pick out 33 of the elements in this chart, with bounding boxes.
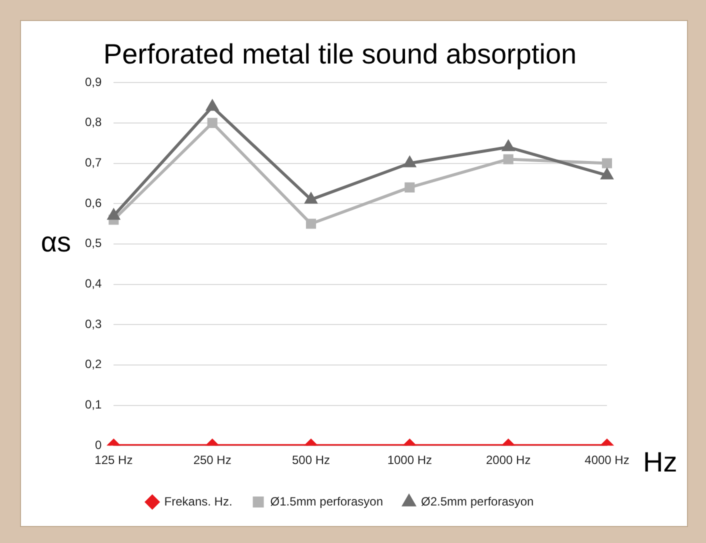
point	[305, 193, 317, 204]
chart-title: Perforated metal tile sound absorption	[103, 38, 577, 70]
point	[108, 209, 120, 220]
point	[503, 154, 514, 164]
point	[601, 168, 613, 180]
point	[207, 118, 218, 128]
y-tick-label: 0,2	[84, 357, 102, 372]
x-axis-title: Hz	[643, 446, 678, 478]
y-tick-label: 0,5	[84, 236, 102, 250]
y-axis-title: αs	[40, 226, 71, 258]
y-tick-label: 0,6	[84, 196, 102, 210]
x-tick-label: 250 Hz	[193, 453, 232, 468]
point	[404, 182, 415, 192]
y-tick-label: 0,4	[84, 276, 102, 291]
y-tick-label: 0,1	[84, 398, 102, 412]
y-tick-label: 0	[94, 438, 102, 452]
y-tick-label: 0,8	[84, 115, 102, 130]
x-tick-label: 1000 Hz	[387, 453, 432, 468]
point	[404, 156, 416, 168]
legend-label: Ø1.5mm perforasyon	[270, 494, 384, 508]
legend-label: Ø2.5mm perforasyon	[421, 494, 534, 508]
y-tick-label: 0,7	[84, 156, 102, 170]
y-tick-label: 0,3	[84, 316, 102, 331]
x-tick-label: 125 Hz	[94, 453, 133, 468]
x-tick-label: 4000 Hz	[584, 453, 630, 468]
point	[602, 158, 612, 168]
point	[206, 100, 218, 111]
x-tick-label: 2000 Hz	[486, 453, 531, 468]
point	[502, 140, 514, 152]
y-tick-label: 0,9	[84, 74, 102, 89]
x-tick-label: 500 Hz	[292, 453, 330, 468]
legend-label: Frekans. Hz.	[164, 494, 232, 508]
point	[306, 218, 316, 229]
